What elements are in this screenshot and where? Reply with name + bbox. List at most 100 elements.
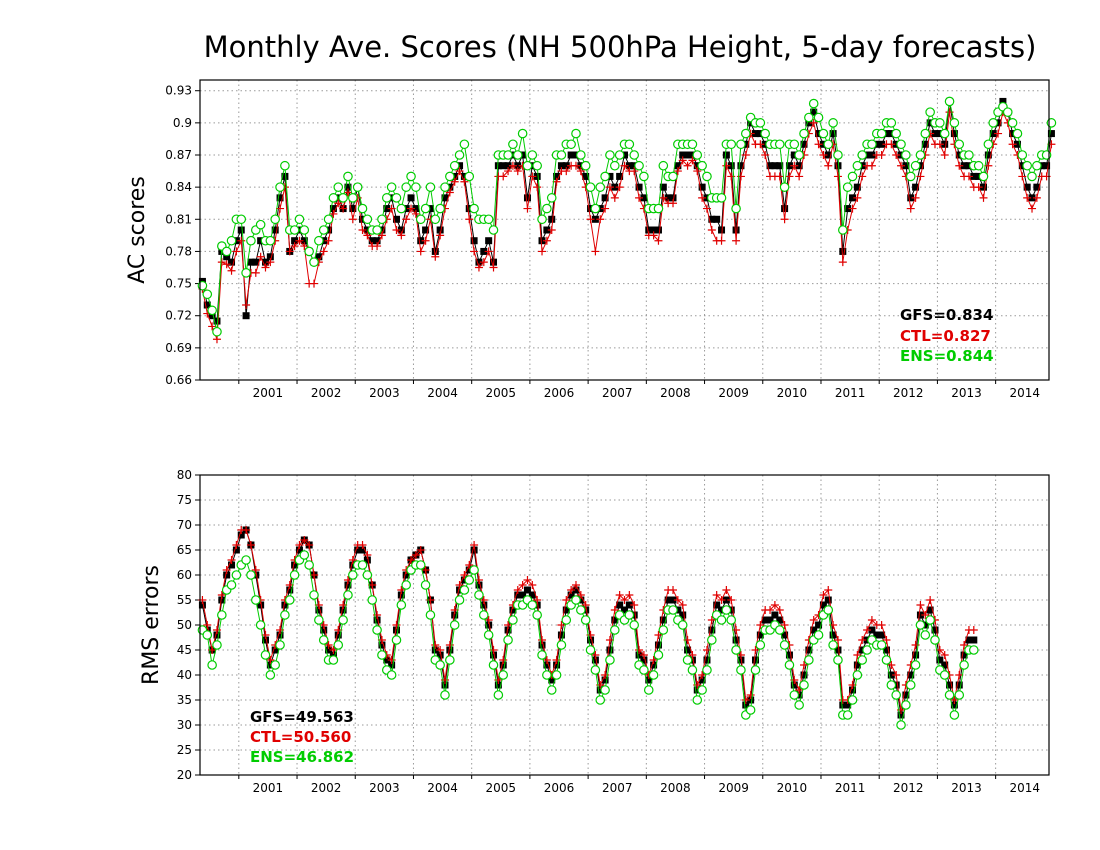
rms-ens-point (483, 630, 494, 640)
ac-gfs-point (601, 194, 609, 202)
ac-ens-point (241, 268, 251, 278)
rms-ctl-point (455, 581, 464, 589)
ac-ctl-point (547, 226, 556, 234)
rms-ctl-point (887, 661, 896, 669)
ac-gfs-point (504, 162, 512, 170)
rms-ens-point (546, 685, 557, 695)
ac-ctl-point (504, 167, 513, 176)
rms-ctl-point (746, 691, 755, 699)
ac-gfs-point (669, 194, 677, 202)
rms-gfs-point (388, 661, 396, 669)
rms-ctl-point (717, 596, 726, 604)
rms-gfs-point (679, 611, 687, 619)
ac-ctl-point (867, 161, 876, 170)
rms-gfs-point (218, 596, 226, 604)
rms-gfs-point (363, 556, 371, 564)
ac-gfs-point (688, 151, 696, 159)
rms-ctl-point (261, 631, 270, 639)
rms-gfs-point (645, 676, 653, 684)
rms-ens-point (949, 710, 960, 720)
rms-gfs-point (751, 656, 759, 664)
ac-ens-point (411, 182, 421, 192)
ac-ctl-point (242, 301, 251, 309)
ac-gfs-point (266, 253, 274, 261)
ac-xtick-label: 2012 (893, 386, 924, 400)
rms-ens-point (343, 590, 353, 600)
rms-ens-point (648, 670, 659, 680)
ac-ctl-point (479, 258, 488, 267)
ac-ens-point (435, 203, 445, 214)
ac-ens-point (328, 193, 339, 203)
rms-gfs-point (591, 656, 599, 664)
rms-ytick-label: 25 (177, 743, 192, 757)
ac-ctl-point (528, 172, 537, 181)
ac-gfs-point (878, 140, 886, 148)
ac-ctl-point (339, 204, 348, 213)
rms-gfs-point (839, 701, 847, 709)
rms-ens-point (425, 610, 436, 620)
ac-gfs-point (203, 301, 211, 309)
ac-gfs-point (994, 119, 1002, 127)
rms-ens-point (488, 660, 499, 670)
ac-ytick-label: 0.78 (165, 244, 192, 258)
ac-gfs-point (882, 130, 890, 138)
ac-ens-point (590, 203, 601, 214)
ac-gfs-point (897, 151, 905, 159)
ac-ens-point (406, 171, 416, 182)
ac-stat-gfs: GFS=0.834 (900, 306, 993, 324)
rms-stat-ens: ENS=46.862 (250, 748, 354, 766)
rms-ens-point (386, 670, 397, 680)
rms-xtick-label: 2012 (893, 781, 924, 795)
ac-ens-point (891, 128, 901, 139)
ac-gfs-point (926, 119, 934, 127)
rms-ctl-point (217, 591, 226, 599)
ac-ctl-point (421, 236, 430, 245)
rms-ens-point (702, 665, 712, 675)
rms-gfs-point (543, 661, 551, 669)
ac-ens-point (430, 214, 441, 225)
ac-gfs-point (727, 162, 735, 170)
rms-ens-point (270, 660, 280, 670)
ac-ens-point (609, 160, 620, 171)
ac-ens-point (580, 160, 591, 171)
rms-ens-point (726, 615, 737, 625)
ac-ens-point (774, 139, 785, 150)
rms-ens-point (493, 690, 504, 700)
ac-ens-point (449, 160, 460, 171)
ac-gfs-point (703, 194, 711, 202)
ac-gfs-point (349, 205, 357, 213)
rms-ens-point (629, 620, 640, 630)
ac-gfs-point (975, 172, 983, 180)
rms-ctl-point (969, 626, 978, 634)
rms-gfs-point (849, 686, 857, 694)
ac-ctl-point (838, 258, 847, 267)
rms-gfs-point (630, 611, 638, 619)
rms-gfs-point (669, 596, 677, 604)
rms-gfs-point (747, 696, 755, 704)
rms-ctl-point (242, 526, 251, 534)
rms-gfs-point (538, 641, 546, 649)
ac-gfs-point (470, 237, 478, 245)
rms-gfs-point (378, 641, 386, 649)
ac-ctl-point (853, 193, 862, 202)
rms-ens-point (750, 665, 761, 675)
rms-gfs-point (955, 681, 963, 689)
ac-gfs-point (300, 237, 308, 245)
rms-ens-point (498, 670, 509, 680)
rms-ctl-point (625, 591, 634, 599)
rms-ctl-point (310, 571, 319, 579)
ac-ens-point (488, 225, 499, 235)
rms-ctl-point (698, 671, 707, 679)
ac-gfs-point (528, 162, 536, 170)
ac-gfs-point (684, 151, 692, 159)
ac-ens-point (915, 150, 926, 160)
ac-ctl-point (470, 247, 479, 256)
ac-ens-point (546, 193, 557, 203)
ac-ctl-point (1032, 193, 1041, 202)
rms-ctl-point (295, 541, 304, 549)
ac-ctl-point (348, 215, 357, 224)
ac-ctl-point (489, 263, 498, 272)
ac-ctl-point (460, 177, 469, 186)
rms-ens-point (901, 700, 911, 710)
